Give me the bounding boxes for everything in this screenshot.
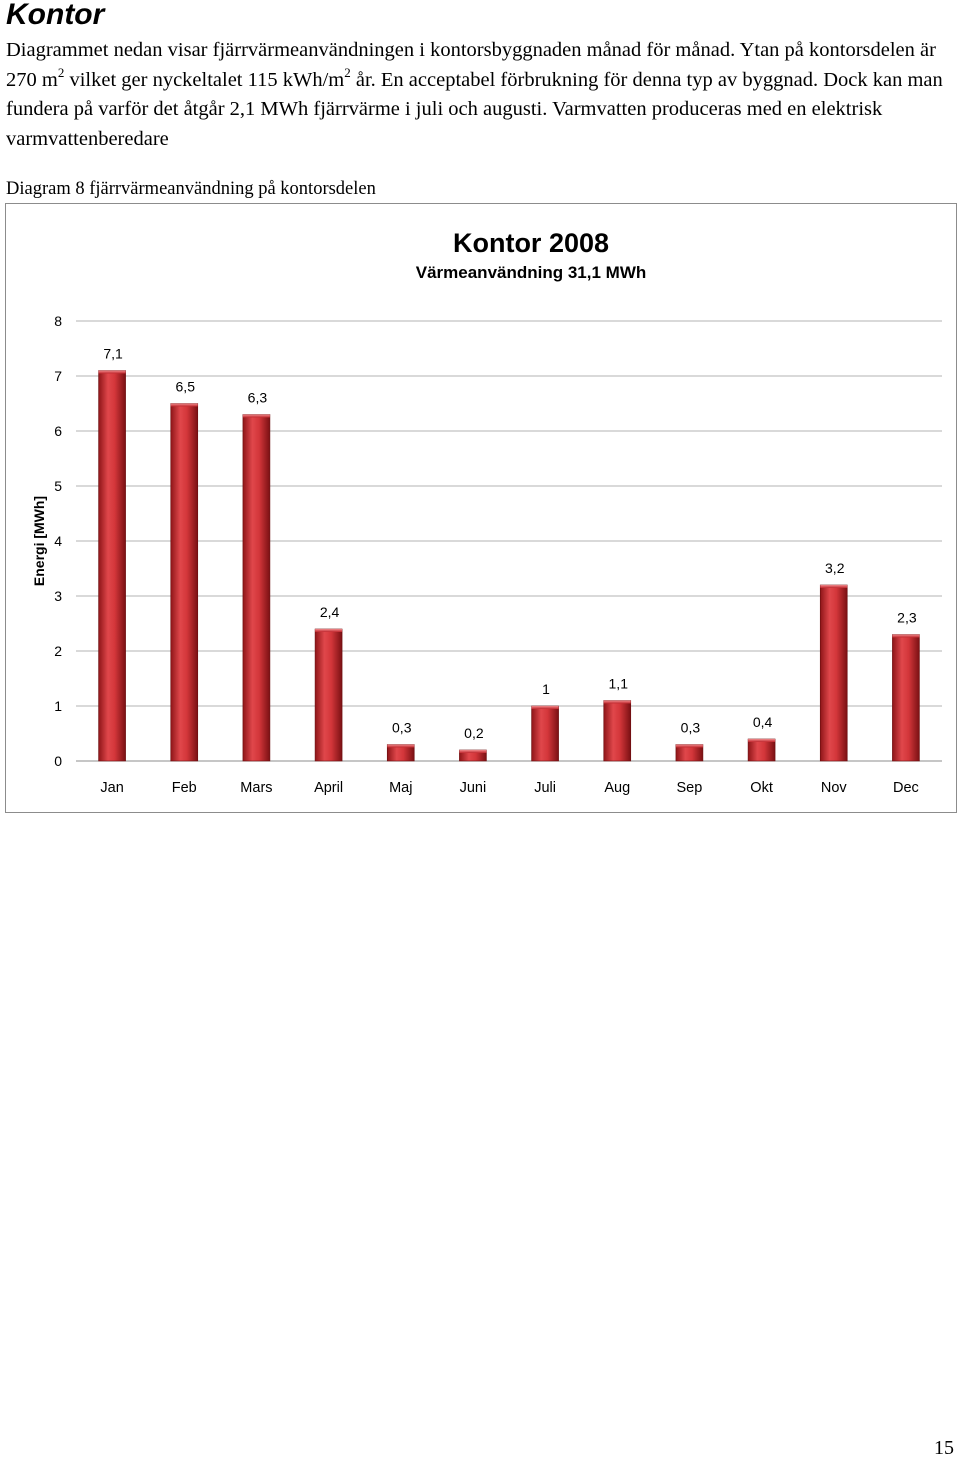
bars-layer [98,370,920,762]
paragraph-text-3: år. En acceptabel förbrukning för denna … [6,68,943,150]
bar [170,403,199,762]
data-label: 2,3 [897,610,917,626]
chart-title: Kontor 2008 [453,228,609,258]
bar [603,700,632,762]
paragraph-text-2: vilket ger nyckeltalet 115 kWh/m [64,68,345,91]
x-tick-label: Dec [893,780,919,796]
bar-cap [98,370,126,374]
superscript-1: 2 [57,64,65,80]
chart-subtitle: Värmeanvändning 31,1 MWh [416,263,647,282]
data-label: 2,4 [320,604,340,620]
bar-cap [603,700,631,704]
grid-layer [76,320,942,762]
x-tick-label: Nov [821,780,848,796]
superscript-2: 2 [344,64,351,80]
bar-cap [170,403,198,407]
labels-layer: 0 1 2 3 4 5 6 7 8 7,1 Jan 6,5 Feb 6,3 Mars 2,4 April 0,3 M… [54,313,919,796]
bar-cap [820,585,848,588]
chart-frame: Kontor 2008 Värmeanvändning 31,1 MWh Ene… [5,203,957,813]
y-tick-label: 8 [54,313,62,329]
bar-cap [675,744,703,748]
page-number: 15 [934,1437,954,1459]
bar [242,414,271,762]
bar [892,634,920,762]
y-tick-label: 7 [54,368,62,384]
x-tick-label: Jan [100,780,123,796]
bar [314,628,343,762]
y-tick-label: 0 [54,753,62,769]
y-tick-label: 6 [54,423,62,439]
body-paragraph: Diagrammet nedan visar fjärrvärmeanvändn… [6,36,956,154]
data-label: 6,3 [248,390,268,406]
x-tick-label: April [314,780,343,796]
section-heading: Kontor [6,0,105,31]
y-tick-label: 5 [54,478,62,494]
data-label: 1 [542,681,550,697]
y-tick-label: 1 [54,698,62,714]
y-tick-label: 3 [54,588,62,604]
x-tick-label: Feb [172,780,197,796]
x-tick-label: Juni [460,780,487,796]
bar-cap [892,634,920,638]
data-label: 7,1 [103,346,123,362]
bar [819,584,848,762]
x-tick-label: Sep [677,780,703,796]
data-label: 0,4 [753,714,773,730]
x-tick-label: Maj [389,780,412,796]
bar [747,738,776,762]
data-label: 0,3 [392,720,412,736]
data-label: 0,2 [464,725,484,741]
x-tick-label: Okt [750,780,773,796]
data-label: 3,2 [825,560,845,576]
x-tick-label: Aug [604,780,630,796]
data-label: 1,1 [609,676,629,692]
paragraph-text-1: Diagrammet nedan visar fjärrvärmeanvändn… [6,39,936,91]
y-tick-label: 4 [54,533,62,549]
data-label: 0,3 [681,720,701,736]
x-tick-label: Mars [240,780,272,796]
bar-cap [531,706,559,709]
y-axis-label: Energi [MWh] [31,496,47,586]
bar-cap [748,739,776,742]
x-tick-label: Juli [534,780,556,796]
bar [531,705,559,762]
data-label: 6,5 [176,379,196,395]
bar-cap [387,744,415,748]
bar-chart: Kontor 2008 Värmeanvändning 31,1 MWh Ene… [31,228,942,796]
bar-cap [459,750,487,753]
y-tick-label: 2 [54,643,62,659]
bar [98,370,126,762]
bar-cap [315,629,343,632]
figure-caption: Diagram 8 fjärrvärmeanvändning på kontor… [6,179,376,199]
bar-cap [242,414,270,418]
